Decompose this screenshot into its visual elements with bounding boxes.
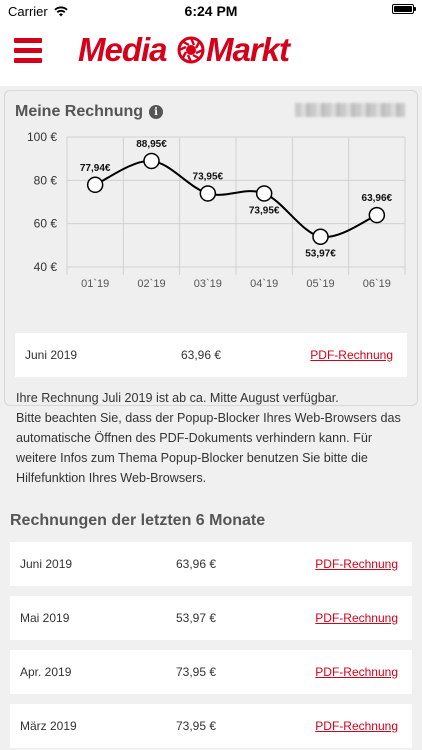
history-amount: 73,95 € [176,719,217,733]
x-tick-label: 05`19 [306,278,334,290]
data-label: 88,95€ [136,139,167,150]
invoice-line-chart: 100 € 80 € 60 € 40 € 01`19 02`19 03`19 04`19 05`… [27,130,406,290]
data-label: 63,96€ [362,193,393,204]
y-tick-label: 60 € [34,217,58,231]
history-row: Juni 2019 63,96 € PDF-Rechnung [10,542,412,586]
invoice-chart-card: Meine Rechnung i 100 € 80 € 60 € 40 € 01`19 0… [4,90,418,406]
history-amount: 53,97 € [176,611,217,625]
section-title-text: Meine Rechnung [15,103,144,120]
history-month: Juni 2019 [20,557,73,571]
invoice-month: Juni 2019 [25,348,78,362]
data-label: 53,97€ [305,249,336,260]
data-label: 77,94€ [80,163,111,174]
notice-line-1: Ihre Rechnung Juli 2019 ist ab ca. Mitte… [16,391,339,405]
data-point [255,185,273,202]
history-row: Apr. 2019 73,95 € PDF-Rechnung [10,650,412,694]
wifi-icon [54,6,68,17]
content-area: Meine Rechnung i 100 € 80 € 60 € 40 € 01`19 0… [0,86,422,750]
battery-group [392,4,416,14]
carrier-label: Carrier [8,4,48,19]
notice-line-2: Bitte beachten Sie, dass der Popup-Block… [16,411,401,485]
availability-notice: Ihre Rechnung Juli 2019 ist ab ca. Mitte… [16,388,408,488]
y-tick-label: 80 € [34,173,58,187]
history-month: Apr. 2019 [20,665,72,679]
history-pdf-link[interactable]: PDF-Rechnung [315,719,398,733]
data-point [86,176,104,194]
history-row: Mai 2019 53,97 € PDF-Rechnung [10,596,412,640]
account-number-redacted [295,103,405,117]
data-label: 73,95€ [249,205,280,216]
history-pdf-link[interactable]: PDF-Rechnung [315,611,398,625]
invoice-amount: 63,96 € [181,348,222,362]
data-label: 73,95€ [193,171,224,182]
pdf-invoice-link[interactable]: PDF-Rechnung [310,348,393,362]
data-point [143,152,160,170]
history-month: März 2019 [20,719,77,733]
x-tick-label: 01`19 [81,278,109,290]
history-amount: 63,96 € [176,557,217,571]
data-point [368,206,386,224]
hamburger-menu-icon[interactable] [14,38,42,64]
history-pdf-link[interactable]: PDF-Rechnung [315,557,398,571]
history-pdf-link[interactable]: PDF-Rechnung [315,665,398,679]
x-tick-label: 06`19 [363,278,391,290]
mediamarkt-logo: Media Markt [78,31,293,68]
y-tick-label: 100 € [27,130,57,144]
history-title: Rechnungen der letzten 6 Monate [10,512,266,529]
current-invoice-row: Juni 2019 63,96 € PDF-Rechnung [15,333,407,377]
status-bar: Carrier 6:24 PM [0,0,422,22]
x-tick-label: 03`19 [194,278,222,290]
battery-icon [392,4,416,14]
data-point [199,185,217,202]
svg-text:Media: Media [78,31,167,68]
section-title: Meine Rechnung i [15,103,164,121]
data-point [312,228,329,245]
clock: 6:24 PM [184,3,238,19]
history-row: März 2019 73,95 € PDF-Rechnung [10,704,412,748]
x-tick-label: 04`19 [250,278,278,290]
app-bar: Media Markt [0,22,422,86]
history-month: Mai 2019 [20,611,70,625]
info-icon[interactable]: i [149,105,164,119]
x-tick-label: 02`19 [137,278,165,290]
history-amount: 73,95 € [176,665,217,679]
carrier-group: Carrier [8,4,68,19]
y-tick-label: 40 € [34,260,58,274]
svg-text:Markt: Markt [206,31,292,68]
